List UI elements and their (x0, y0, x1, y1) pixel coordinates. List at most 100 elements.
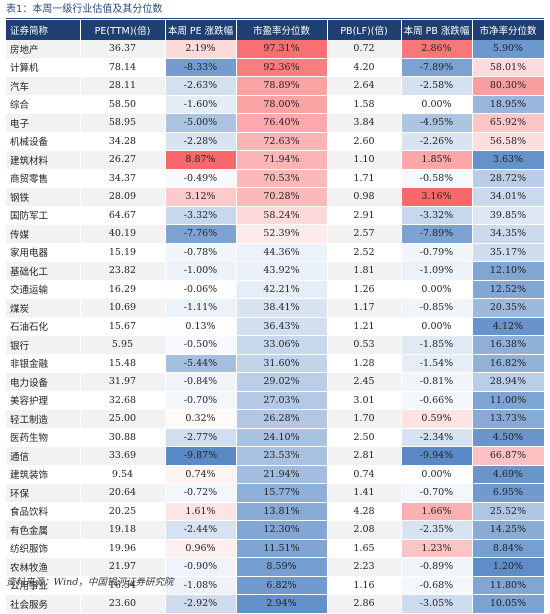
pb-lf-cell: 1.70 (327, 409, 402, 429)
pb-percentile-cell: 16.82% (472, 354, 545, 373)
industry-name-cell: 银行 (6, 335, 81, 355)
header-pe-percentile: 市盈率分位数 (236, 20, 328, 40)
pb-percentile-cell: 12.52% (472, 280, 545, 299)
table-row: 公用事业 16.54 -1.08% 6.82% 1.16 -0.68% 11.80% (6, 576, 545, 595)
industry-name-cell: 传媒 (6, 224, 81, 244)
pb-percentile-cell: 8.84% (472, 539, 545, 558)
pe-ttm-cell: 34.28 (80, 132, 166, 151)
pe-ttm-cell: 28.11 (80, 76, 166, 96)
table-row: 煤炭 10.69 -1.11% 38.41% 1.17 -0.85% 20.35% (6, 298, 545, 318)
pb-lf-cell: 2.52 (327, 243, 402, 262)
pb-lf-cell: 1.58 (327, 95, 402, 114)
industry-name-cell: 公用事业 (6, 576, 81, 595)
pe-percentile-cell: 76.40% (236, 113, 328, 133)
pb-lf-cell: 2.81 (327, 446, 402, 466)
pb-percentile-cell: 12.10% (472, 261, 545, 281)
pe-ttm-cell: 30.88 (80, 428, 166, 447)
pe-percentile-cell: 24.10% (236, 428, 328, 447)
industry-name-cell: 电子 (6, 113, 81, 133)
pe-percentile-cell: 44.36% (236, 243, 328, 262)
pe-percentile-cell: 43.92% (236, 261, 328, 281)
pb-percentile-cell: 56.58% (472, 132, 545, 151)
pb-change-cell: -0.79% (401, 243, 473, 262)
industry-name-cell: 轻工制造 (6, 409, 81, 429)
pb-lf-cell: 1.41 (327, 483, 402, 503)
pb-lf-cell: 1.21 (327, 317, 402, 336)
pb-lf-cell: 2.50 (327, 428, 402, 447)
industry-name-cell: 钢铁 (6, 187, 81, 207)
pb-change-cell: 1.66% (401, 502, 473, 521)
table-row: 银行 5.95 -0.50% 33.06% 0.53 -1.85% 16.38% (6, 335, 545, 355)
pe-ttm-cell: 23.60 (80, 594, 166, 614)
pb-lf-cell: 2.64 (327, 76, 402, 96)
table-row: 纺织服饰 19.96 0.96% 11.51% 1.65 1.23% 8.84% (6, 539, 545, 558)
pb-percentile-cell: 65.92% (472, 113, 545, 133)
pb-lf-cell: 0.74 (327, 465, 402, 484)
industry-name-cell: 国防军工 (6, 206, 81, 225)
pe-percentile-cell: 33.06% (236, 335, 328, 355)
pe-percentile-cell: 27.03% (236, 391, 328, 410)
pb-percentile-cell: 6.95% (472, 483, 545, 503)
pb-percentile-cell: 4.50% (472, 428, 545, 447)
pe-change-cell: -2.77% (165, 428, 237, 447)
industry-name-cell: 食品饮料 (6, 502, 81, 521)
pb-change-cell: -2.35% (401, 520, 473, 540)
pe-percentile-cell: 31.60% (236, 354, 328, 373)
pb-percentile-cell: 10.05% (472, 594, 545, 614)
pb-percentile-cell: 80.30% (472, 76, 545, 96)
pb-percentile-cell: 58.01% (472, 58, 545, 77)
pe-ttm-cell: 20.64 (80, 483, 166, 503)
pb-percentile-cell: 25.52% (472, 502, 545, 521)
header-pb-change: 本周 PB 涨跌幅 (401, 20, 473, 40)
table-row: 交通运输 16.29 -0.06% 42.21% 1.26 0.00% 12.52% (6, 280, 545, 299)
pb-lf-cell: 2.86 (327, 594, 402, 614)
pb-change-cell: 0.00% (401, 317, 473, 336)
pb-change-cell: -0.70% (401, 483, 473, 503)
industry-name-cell: 石油石化 (6, 317, 81, 336)
pb-percentile-cell: 28.72% (472, 169, 545, 188)
pb-change-cell: 0.00% (401, 95, 473, 114)
industry-name-cell: 非银金融 (6, 354, 81, 373)
pe-ttm-cell: 58.50 (80, 95, 166, 114)
header-name: 证券简称 (6, 20, 81, 40)
pe-percentile-cell: 92.36% (236, 58, 328, 77)
pe-ttm-cell: 19.18 (80, 520, 166, 540)
industry-name-cell: 商贸零售 (6, 169, 81, 188)
table-row: 建筑材料 26.27 8.87% 71.94% 1.10 1.85% 3.63% (6, 150, 545, 170)
table-row: 电力设备 31.97 -0.84% 29.02% 2.45 -0.81% 28.94% (6, 372, 545, 392)
pe-percentile-cell: 11.51% (236, 539, 328, 558)
pe-change-cell: -1.11% (165, 298, 237, 318)
industry-name-cell: 电力设备 (6, 372, 81, 392)
pb-change-cell: 2.86% (401, 40, 473, 59)
table-row: 社会服务 23.60 -2.92% 2.94% 2.86 -3.05% 10.05% (6, 594, 545, 614)
pb-percentile-cell: 35.17% (472, 243, 545, 262)
pb-lf-cell: 2.45 (327, 372, 402, 392)
industry-name-cell: 有色金属 (6, 520, 81, 540)
pb-percentile-cell: 18.95% (472, 95, 545, 114)
pb-lf-cell: 0.53 (327, 335, 402, 355)
pb-lf-cell: 1.81 (327, 261, 402, 281)
pe-change-cell: -3.32% (165, 206, 237, 225)
table-row: 电子 58.95 -5.00% 76.40% 3.84 -4.95% 65.92% (6, 113, 545, 133)
table-body: 房地产 36.37 2.19% 97.31% 0.72 2.86% 5.90% 计算机 78.1… (6, 40, 545, 614)
pb-lf-cell: 2.57 (327, 224, 402, 244)
pe-change-cell: -0.72% (165, 483, 237, 503)
industry-name-cell: 农林牧渔 (6, 557, 81, 577)
pb-percentile-cell: 1.20% (472, 557, 545, 577)
pe-percentile-cell: 52.39% (236, 224, 328, 244)
pb-change-cell: 0.59% (401, 409, 473, 429)
table-title: 表1：本周一级行业估值及其分位数 (6, 4, 163, 15)
pe-change-cell: -5.44% (165, 354, 237, 373)
pe-ttm-cell: 15.67 (80, 317, 166, 336)
pb-change-cell: -0.85% (401, 298, 473, 318)
pe-ttm-cell: 34.37 (80, 169, 166, 188)
pb-lf-cell: 2.60 (327, 132, 402, 151)
pe-percentile-cell: 70.28% (236, 187, 328, 207)
pb-lf-cell: 1.65 (327, 539, 402, 558)
pe-percentile-cell: 71.94% (236, 150, 328, 170)
pe-change-cell: -0.84% (165, 372, 237, 392)
pb-percentile-cell: 28.94% (472, 372, 545, 392)
pb-lf-cell: 2.08 (327, 520, 402, 540)
pe-change-cell: 1.61% (165, 502, 237, 521)
pb-lf-cell: 1.10 (327, 150, 402, 170)
